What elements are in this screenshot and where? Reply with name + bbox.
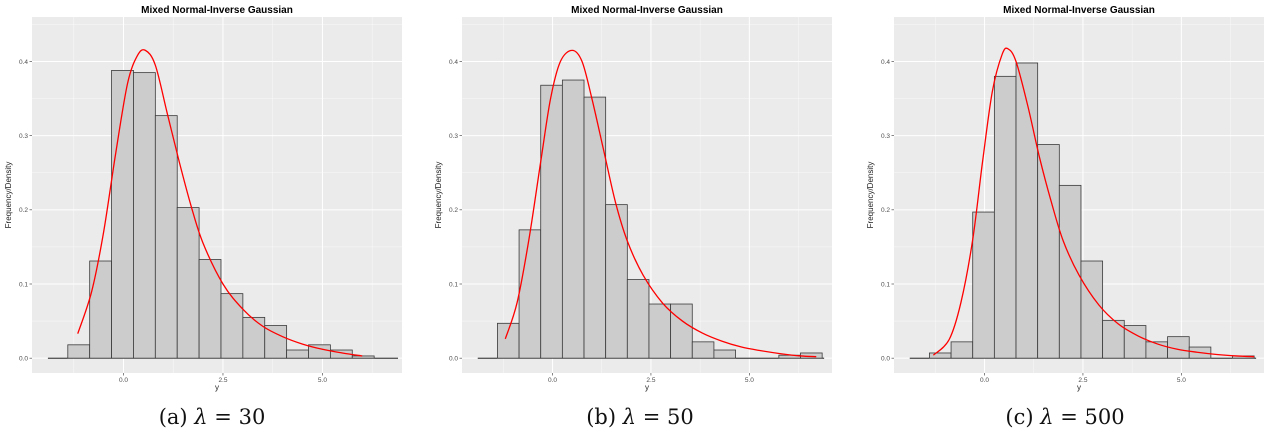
y-axis-ticks: 0.0 0.1 0.2 0.3 0.4: [19, 59, 32, 362]
y-tick-label: 0.2: [19, 207, 28, 214]
histogram-bar: [133, 72, 156, 359]
histogram-bar: [242, 316, 266, 359]
chart-svg-a: Mixed Normal-Inverse Gaussian0.00.10.20.…: [4, 5, 402, 392]
lambda-symbol: λ: [622, 405, 637, 429]
x-tick-label: 0.0: [119, 377, 128, 384]
histogram-bar: [626, 279, 650, 359]
x-tick-label: 5.0: [745, 377, 754, 384]
y-tick-label: 0.0: [449, 355, 458, 362]
histogram-bar: [1080, 260, 1104, 359]
histogram-bar: [993, 75, 1017, 359]
chart-title: Mixed Normal-Inverse Gaussian: [141, 5, 293, 16]
histogram-bar: [286, 349, 309, 359]
histogram-bar: [518, 229, 542, 359]
histogram-bars: [67, 70, 375, 359]
histogram-bar: [154, 115, 178, 359]
y-tick-label: 0.1: [881, 281, 890, 288]
y-tick-label: 0.3: [881, 133, 890, 140]
histogram-bar: [1037, 144, 1060, 359]
histogram-panel-a: Mixed Normal-Inverse Gaussian 0.0 0.1 0.2 0.…: [0, 0, 410, 441]
chart-svg-b: Mixed Normal-Inverse Gaussian0.00.10.20.…: [434, 5, 832, 392]
x-tick-label: 0.0: [548, 377, 557, 384]
y-tick-label: 0.3: [19, 133, 28, 140]
caption-b: (b) λ = 50: [430, 405, 850, 429]
caption-c: (c) λ = 500: [855, 405, 1275, 429]
y-tick-label: 0.4: [881, 59, 890, 66]
histogram-bar: [670, 303, 693, 359]
chart-svg-c: Mixed Normal-Inverse Gaussian0.00.10.20.…: [866, 5, 1264, 392]
histogram-bar: [264, 325, 288, 359]
equals-sign: =: [214, 405, 232, 429]
caption-value: 50: [667, 405, 694, 429]
y-axis-label: Frequency/Density: [4, 162, 13, 229]
x-tick-label: 2.5: [1078, 377, 1087, 384]
x-tick-label: 5.0: [1177, 377, 1186, 384]
x-axis-ticks: 0.0 2.5 5.0: [980, 373, 1186, 384]
histogram-bar: [220, 293, 244, 359]
density-curve: [932, 47, 1255, 358]
density-curve: [504, 49, 817, 358]
histogram-bar: [540, 84, 563, 359]
x-axis-label: y: [1077, 383, 1081, 392]
x-axis-ticks: 0.0 2.5 5.0: [548, 373, 754, 384]
histogram-bars: [497, 79, 823, 359]
histogram-bar: [950, 341, 974, 359]
caption-letter: (b): [586, 405, 617, 429]
density-curve: [77, 49, 363, 357]
y-tick-label: 0.4: [19, 59, 28, 66]
histogram-bar: [605, 204, 628, 359]
histogram-bar: [497, 322, 520, 359]
y-tick-label: 0.1: [19, 281, 28, 288]
histogram-bar: [648, 303, 672, 359]
equals-sign: =: [642, 405, 661, 429]
chart-title: Mixed Normal-Inverse Gaussian: [571, 5, 723, 16]
histogram-bars: [929, 62, 1255, 359]
x-tick-label: 2.5: [218, 377, 227, 384]
histogram-panel-c: Mixed Normal-Inverse Gaussian 0.0 0.1 0.2 0.…: [862, 0, 1272, 441]
lambda-symbol: λ: [1040, 405, 1054, 429]
histogram-bar: [972, 211, 995, 359]
histogram-bar: [713, 349, 736, 359]
y-tick-label: 0.1: [449, 281, 458, 288]
x-tick-label: 2.5: [646, 377, 655, 384]
x-axis-label: y: [645, 383, 649, 392]
caption-value: 30: [238, 405, 266, 429]
histogram-bar: [89, 260, 112, 359]
x-axis-ticks: 0.0 2.5 5.0: [119, 373, 327, 384]
x-tick-label: 5.0: [318, 377, 327, 384]
y-tick-label: 0.0: [19, 355, 28, 362]
y-tick-label: 0.3: [449, 133, 458, 140]
caption-a: (a) λ = 30: [2, 405, 422, 429]
y-axis-ticks: 0.0 0.1 0.2 0.3 0.4: [881, 59, 894, 362]
caption-value: 500: [1084, 405, 1125, 429]
histogram-bar: [67, 344, 91, 359]
y-tick-label: 0.2: [449, 207, 458, 214]
histogram-bar: [929, 352, 952, 359]
histogram-bar: [1015, 62, 1039, 359]
x-axis-label: y: [215, 383, 219, 392]
x-tick-label: 0.0: [980, 377, 989, 384]
y-axis-label: Frequency/Density: [866, 162, 875, 229]
histogram-bar: [561, 79, 585, 359]
y-axis-label: Frequency/Density: [434, 162, 443, 229]
y-tick-label: 0.2: [881, 207, 890, 214]
histogram-bar: [351, 355, 375, 359]
y-axis-ticks: 0.0 0.1 0.2 0.3 0.4: [449, 59, 462, 362]
histogram-panel-b: Mixed Normal-Inverse Gaussian 0.0 0.1 0.2 0.…: [430, 0, 840, 441]
chart-title: Mixed Normal-Inverse Gaussian: [1003, 5, 1155, 16]
caption-letter: (a): [158, 405, 188, 429]
histogram-bar: [176, 207, 200, 359]
histogram-bar: [691, 341, 715, 359]
histogram-bar: [583, 96, 607, 359]
caption-letter: (c): [1005, 405, 1034, 429]
y-tick-label: 0.0: [881, 355, 890, 362]
lambda-symbol: λ: [194, 405, 208, 429]
y-tick-label: 0.4: [449, 59, 458, 66]
equals-sign: =: [1060, 405, 1078, 429]
